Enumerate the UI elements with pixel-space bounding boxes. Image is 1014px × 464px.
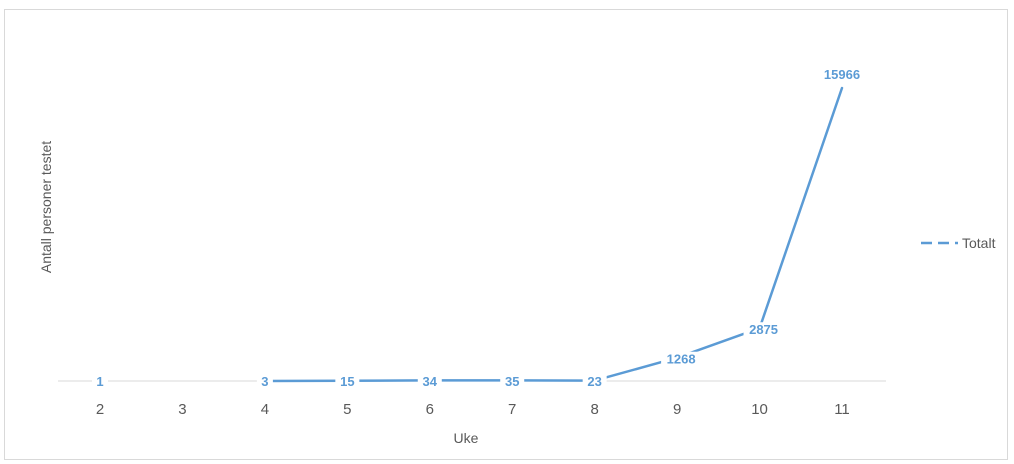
data-label-bg-7 [500, 374, 525, 390]
x-tick-label-6: 6 [426, 401, 434, 418]
data-label-2: 1 [96, 374, 103, 389]
data-label-bg-2 [92, 374, 108, 390]
data-label-bg-6 [417, 374, 442, 390]
data-label-11: 15966 [824, 67, 860, 82]
data-label-8: 23 [587, 374, 601, 389]
data-label-6: 34 [423, 374, 438, 389]
data-label-4: 3 [261, 374, 268, 389]
x-tick-label-9: 9 [673, 401, 681, 418]
x-tick-label-10: 10 [751, 401, 768, 418]
x-tick-label-7: 7 [508, 401, 516, 418]
series-segment-10-11 [758, 86, 844, 330]
data-label-10: 2875 [749, 322, 778, 337]
x-axis-title: Uke [454, 430, 479, 446]
x-tick-label-4: 4 [261, 401, 269, 418]
x-tick-label-3: 3 [178, 401, 186, 418]
data-label-9: 1268 [667, 352, 696, 367]
legend: Totalt [921, 235, 996, 251]
data-label-bg-11 [818, 67, 866, 83]
data-label-bg-5 [335, 374, 360, 390]
data-label-bg-4 [256, 374, 273, 390]
data-label-5: 15 [340, 374, 354, 389]
data-label-7: 35 [505, 374, 519, 389]
x-tick-label-11: 11 [834, 401, 850, 418]
data-label-bg-8 [582, 374, 607, 390]
data-label-bg-9 [661, 351, 702, 368]
legend-label-totalt: Totalt [962, 235, 996, 251]
y-axis-title: Antall personer testet [38, 141, 54, 273]
x-tick-label-2: 2 [96, 401, 104, 418]
x-tick-label-8: 8 [590, 401, 598, 418]
x-tick-label-5: 5 [343, 401, 351, 418]
data-label-bg-10 [743, 322, 784, 339]
